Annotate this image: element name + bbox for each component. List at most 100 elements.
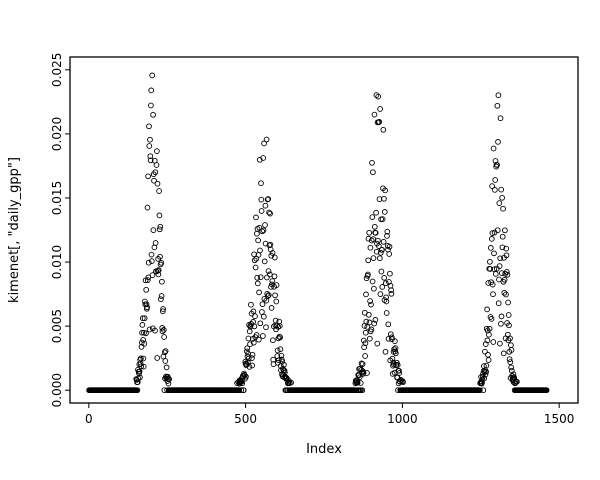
data-point [510,371,517,378]
data-point [141,340,148,347]
data-point [263,136,270,143]
data-point [400,379,406,386]
data-point [381,274,388,281]
data-point [159,308,166,315]
data-point [357,380,364,386]
data-point [379,216,386,222]
data-point [138,363,145,370]
data-point [367,298,373,304]
data-point [373,92,380,98]
data-point [152,327,158,334]
data-point [273,282,280,288]
data-point [481,375,488,382]
data-point [161,349,168,356]
data-point [387,270,393,277]
y-tick-label: 0.025 [50,53,64,87]
data-point [153,162,160,168]
data-point [382,348,389,355]
data-point [482,348,488,355]
data-point [486,331,492,338]
data-point [392,338,398,344]
data-point [166,376,172,383]
data-point [487,266,494,272]
data-point [260,155,267,161]
data-point [389,355,396,362]
data-point [501,276,508,283]
data-point [506,322,512,329]
data-point [376,243,382,249]
data-point [251,257,258,264]
data-point [266,271,273,278]
data-point [492,271,499,277]
data-point [240,387,247,394]
data-point [508,364,515,371]
data-point [498,320,504,327]
data-point [260,227,267,234]
data-point [154,355,161,361]
data-point [507,359,514,365]
data-point [156,188,162,194]
data-point [392,350,399,357]
x-tick-label: 0 [85,412,93,426]
data-point [500,205,506,212]
data-point [277,334,283,341]
data-point [377,106,383,112]
data-point [261,258,268,265]
data-point [486,325,493,332]
data-point [137,374,143,381]
data-point [504,271,511,278]
data-point [267,210,273,217]
data-point [370,169,376,176]
data-point [265,268,272,274]
data-point [503,245,510,252]
data-point [375,237,381,244]
data-point [379,284,386,290]
data-point [150,111,156,118]
data-point [156,226,163,233]
data-point [492,177,499,183]
data-point [483,368,489,375]
y-tick-label: 0.010 [50,245,64,279]
data-point [490,339,497,345]
data-point [484,306,490,313]
data-point [140,336,146,343]
data-point [543,387,550,394]
data-point [145,173,151,180]
data-point [496,200,503,206]
data-point [382,187,388,194]
data-point [376,119,383,125]
data-point [503,291,509,298]
data-point [145,259,152,266]
data-point [148,102,154,109]
data-point [388,287,394,294]
data-point [253,214,259,221]
data-point [160,327,167,333]
data-point [371,320,378,327]
data-point [362,340,369,347]
data-point [363,291,369,298]
data-point [373,248,380,255]
data-point [371,223,378,230]
data-point [147,153,154,160]
data-point [497,255,504,262]
data-point [273,298,280,305]
y-tick-label: 0.000 [50,373,64,407]
data-point [139,315,146,322]
data-point [142,298,148,305]
data-point [260,333,266,339]
data-point [263,324,269,331]
y-tick-label: 0.020 [50,117,64,151]
data-point [365,271,371,278]
data-point [150,227,157,233]
data-point [482,371,489,378]
data-points [86,72,550,394]
data-point [147,136,153,143]
data-point [255,237,261,244]
data-point [364,370,370,376]
data-point [163,364,170,371]
data-point [154,180,161,187]
data-point [485,357,492,363]
data-point [144,304,150,311]
data-point [368,326,375,333]
y-axis: 0.000 0.005 0.010 0.015 0.020 0.025 [50,53,70,407]
